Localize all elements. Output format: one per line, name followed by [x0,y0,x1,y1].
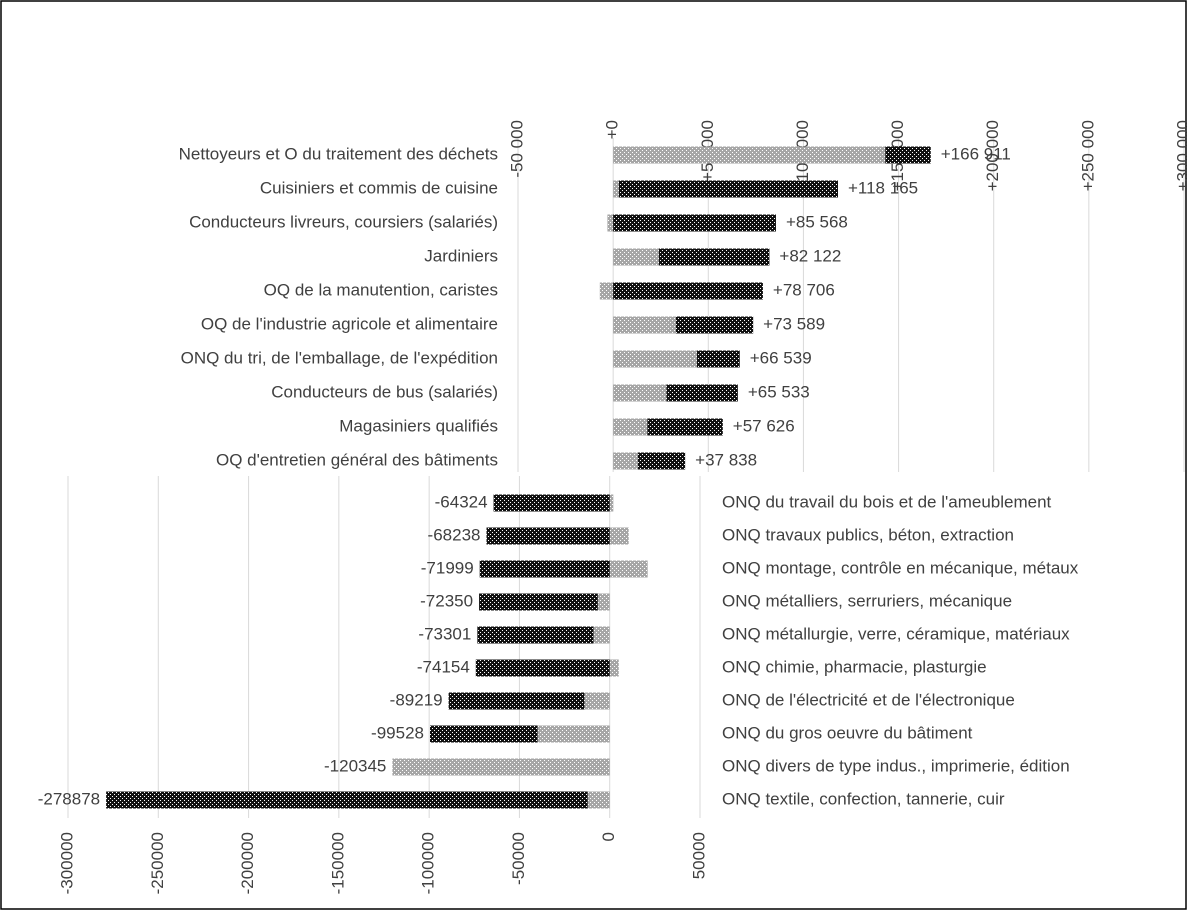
bar-segment [479,560,610,578]
category-label: OQ de la manutention, caristes [264,280,498,299]
category-label: ONQ montage, contrôle en mécanique, méta… [722,558,1079,577]
bar-segment [607,214,614,232]
bar-segment [613,282,763,300]
x-tick-label: -300000 [57,832,76,894]
bar-segment [613,214,776,232]
bar-segment [475,659,610,677]
category-label: Magasiniers qualifiés [339,416,498,435]
total-label: -89219 [390,690,443,709]
total-label: -71999 [421,558,474,577]
total-label: -278878 [38,789,100,808]
bar-segment [666,384,738,402]
category-label: ONQ du tri, de l'emballage, de l'expédit… [181,348,498,367]
bar-segment [493,494,610,512]
bar-segment [618,180,838,198]
bar-segment [609,659,619,677]
bar-segment [637,452,686,470]
category-label: OQ d'entretien général des bâtiments [216,450,498,469]
bar-segment [479,593,598,611]
bar-segment [609,494,614,512]
total-label: -73301 [418,624,471,643]
bar-segment [613,384,667,402]
bar-segment [448,692,585,710]
x-tick-label: -100000 [419,832,438,894]
bar-segment [587,791,610,809]
total-label: -99528 [371,723,424,742]
bar-segment [486,527,610,545]
category-label: Cuisiniers et commis de cuisine [260,178,498,197]
category-label: Jardiniers [424,246,498,265]
total-label: +65 533 [748,382,810,401]
x-tick-label: -50 000 [507,120,526,178]
category-label: OQ de l'industrie agricole et alimentair… [201,314,498,333]
category-label: ONQ travaux publics, béton, extraction [722,525,1014,544]
bar-segment [613,146,886,164]
x-tick-label: 0 [599,832,618,841]
total-label: -72350 [420,591,473,610]
category-label: ONQ du travail du bois et de l'ameubleme… [722,492,1052,511]
total-label: +66 539 [750,348,812,367]
bar-segment [613,180,619,198]
bar-segment [696,350,740,368]
bar-segment [885,146,931,164]
x-tick-label: +200 000 [983,120,1002,191]
bar-segment [613,452,638,470]
bar-segment [106,791,588,809]
total-label: -64324 [435,492,488,511]
total-label: +166 911 [941,144,1011,163]
total-label: +37 838 [695,450,757,469]
total-label: +118 165 [848,178,918,197]
x-tick-label: +250 000 [1078,120,1097,191]
total-label: +82 122 [779,246,841,265]
bar-segment [658,248,770,266]
x-tick-label: 50000 [689,832,708,879]
bar-segment [675,316,754,334]
bar-segment [597,593,610,611]
x-tick-label: -150000 [328,832,347,894]
category-label: Nettoyeurs et O du traitement des déchet… [179,144,498,163]
bar-segment [609,527,629,545]
category-label: ONQ métalliers, serruriers, mécanique [722,591,1012,610]
bar-segment [477,626,594,644]
category-label: ONQ textile, confection, tannerie, cuir [722,789,1005,808]
bar-segment [613,350,697,368]
bar-segment [613,418,648,436]
x-tick-label: -50000 [509,832,528,885]
bar-segment [613,316,676,334]
x-tick-label: +0 [603,120,622,139]
x-tick-label: -200000 [238,832,257,894]
bar-segment [429,725,538,743]
bar-segment [584,692,610,710]
total-label: +78 706 [773,280,835,299]
bar-segment [593,626,610,644]
bar-segment [647,418,723,436]
category-label: ONQ du gros oeuvre du bâtiment [722,723,973,742]
category-label: Conducteurs livreurs, coursiers (salarié… [189,212,498,231]
total-label: -74154 [417,657,470,676]
bar-segment [537,725,610,743]
x-tick-label: -250000 [148,832,167,894]
total-label: +57 626 [733,416,795,435]
total-label: -68238 [428,525,481,544]
bar-segment [599,282,614,300]
bar-segment [613,248,659,266]
x-tick-label: +300 000 [1173,120,1187,191]
total-label: -120345 [324,756,386,775]
category-label: ONQ de l'électricité et de l'électroniqu… [722,690,1015,709]
category-label: ONQ chimie, pharmacie, plasturgie [722,657,987,676]
bar-segment [392,758,610,776]
category-label: Conducteurs de bus (salariés) [271,382,498,401]
total-label: +73 589 [763,314,825,333]
category-label: ONQ divers de type indus., imprimerie, é… [722,756,1070,775]
total-label: +85 568 [786,212,848,231]
category-label: ONQ métallurgie, verre, céramique, matér… [722,624,1070,643]
bar-segment [609,560,648,578]
